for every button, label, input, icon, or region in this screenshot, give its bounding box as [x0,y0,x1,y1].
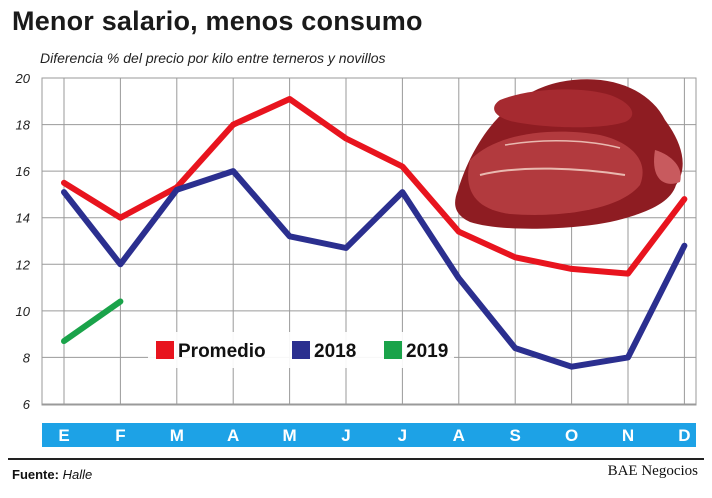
month-band [42,423,696,447]
source-value: Halle [62,467,93,482]
meat-edge [654,150,681,184]
y-tick-label: 20 [15,71,31,86]
meat-fat-streak [504,140,621,149]
y-tick-label: 10 [16,304,31,319]
y-tick-label: 18 [16,118,31,133]
x-tick-label: F [115,426,125,445]
footer-rule [8,458,704,460]
legend-label: Promedio [178,341,266,362]
x-tick-label: A [453,426,465,445]
series-line-2019 [61,298,124,345]
y-tick-label: 16 [16,164,31,179]
legend: Promedio 2018 2019 [148,332,454,368]
y-tick-label: 8 [23,350,31,365]
legend-label: 2019 [406,341,448,362]
x-tick-label: N [622,426,634,445]
source-label: Fuente: [12,467,59,482]
legend-swatch [156,341,174,359]
chart-title: Menor salario, menos consumo [12,6,423,36]
y-tick-label: 6 [23,397,31,412]
x-tick-label: M [283,426,297,445]
x-tick-label: D [678,426,690,445]
x-tick-label: S [510,426,521,445]
series-line-2018 [61,168,688,370]
legend-swatch [384,341,402,359]
source-note: Fuente: Halle [12,467,92,482]
series [61,96,688,370]
brand-logo: BAE Negocios [607,463,698,479]
meat-photo [455,79,683,229]
series-line-promedio [61,96,688,277]
y-tick-label: 12 [16,257,31,272]
y-axis: 20 18 16 14 12 10 8 6 [15,71,31,412]
x-tick-label: A [227,426,239,445]
x-tick-label: M [170,426,184,445]
x-tick-label: J [398,426,407,445]
legend-swatch [292,341,310,359]
x-tick-label: J [341,426,350,445]
x-tick-label: E [58,426,69,445]
y-tick-label: 14 [16,211,30,226]
meat-top [494,89,633,128]
chart-subtitle: Diferencia % del precio por kilo entre t… [40,50,386,66]
meat-fat-streak [479,167,626,176]
meat-marbling [468,131,643,215]
x-tick-label: O [565,426,578,445]
legend-label: 2018 [314,341,356,362]
